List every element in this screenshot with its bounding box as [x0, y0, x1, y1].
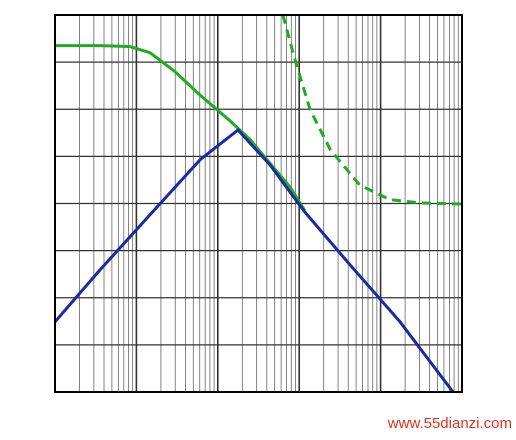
plot-frame — [54, 14, 463, 393]
series-line — [55, 44, 307, 212]
plot-lines — [53, 14, 463, 393]
series-line — [281, 14, 463, 206]
series-line — [53, 128, 455, 393]
watermark: www.55dianzi.com — [387, 415, 512, 432]
